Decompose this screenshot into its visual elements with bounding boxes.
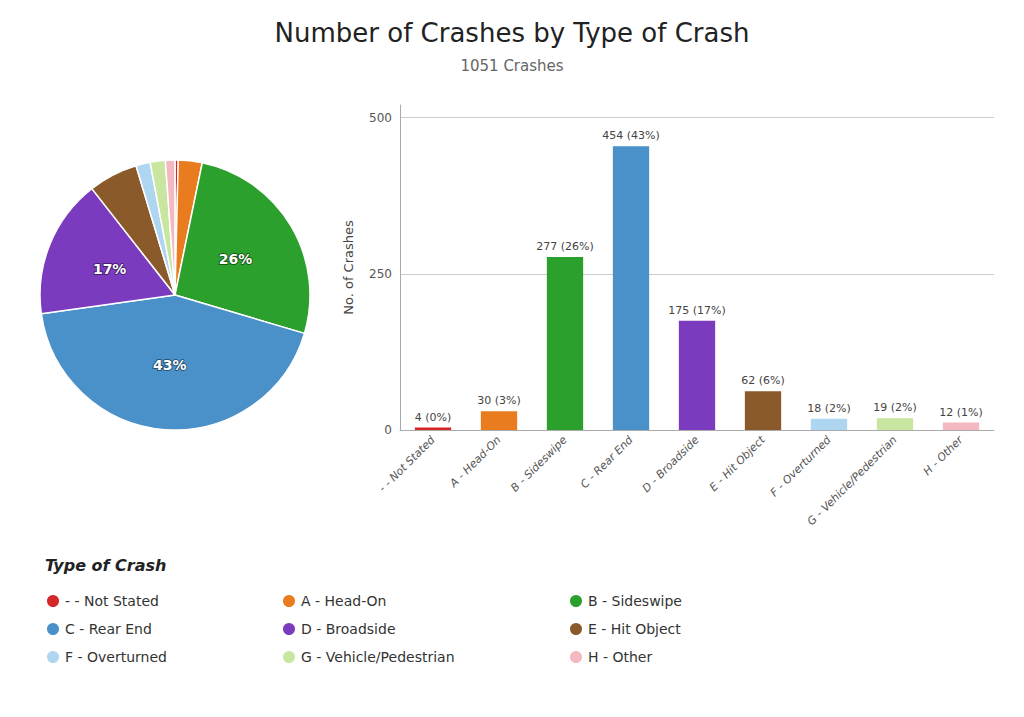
- svg-text:30 (3%): 30 (3%): [477, 394, 521, 407]
- svg-text:E - Hit Object: E - Hit Object: [588, 621, 681, 637]
- svg-text:H - Other: H - Other: [588, 649, 652, 665]
- svg-text:C - Rear End: C - Rear End: [578, 433, 636, 491]
- svg-text:26%: 26%: [219, 251, 253, 267]
- svg-text:B - Sideswipe: B - Sideswipe: [508, 433, 569, 494]
- svg-text:Type of Crash: Type of Crash: [45, 556, 166, 575]
- svg-text:277 (26%): 277 (26%): [536, 240, 594, 253]
- svg-text:19 (2%): 19 (2%): [873, 401, 917, 414]
- svg-text:H - Other: H - Other: [921, 432, 967, 478]
- svg-text:Number of Crashes by Type of C: Number of Crashes by Type of Crash: [275, 18, 750, 48]
- svg-text:175 (17%): 175 (17%): [668, 304, 726, 317]
- svg-text:E - Hit Object: E - Hit Object: [707, 433, 768, 494]
- svg-text:D - Broadside: D - Broadside: [301, 621, 396, 637]
- svg-text:D - Broadside: D - Broadside: [640, 433, 702, 495]
- svg-text:1051 Crashes: 1051 Crashes: [460, 57, 563, 75]
- svg-text:500: 500: [369, 111, 392, 125]
- svg-text:- - Not Stated: - - Not Stated: [376, 433, 438, 495]
- svg-text:G - Vehicle/Pedestrian: G - Vehicle/Pedestrian: [301, 649, 455, 665]
- svg-text:C - Rear End: C - Rear End: [65, 621, 152, 637]
- svg-text:43%: 43%: [153, 357, 187, 373]
- svg-text:G - Vehicle/Pedestrian: G - Vehicle/Pedestrian: [805, 433, 900, 528]
- svg-text:62 (6%): 62 (6%): [741, 374, 785, 387]
- svg-text:454 (43%): 454 (43%): [602, 129, 660, 142]
- svg-text:F - Overturned: F - Overturned: [65, 649, 167, 665]
- svg-text:250: 250: [369, 267, 392, 281]
- svg-text:No. of Crashes: No. of Crashes: [341, 220, 356, 315]
- svg-text:A - Head-On: A - Head-On: [301, 593, 386, 609]
- svg-text:B - Sideswipe: B - Sideswipe: [588, 593, 682, 609]
- svg-text:17%: 17%: [93, 261, 127, 277]
- svg-text:0: 0: [384, 423, 392, 437]
- svg-text:4 (0%): 4 (0%): [415, 411, 452, 424]
- svg-text:18 (2%): 18 (2%): [807, 402, 851, 415]
- svg-text:- - Not Stated: - - Not Stated: [65, 593, 159, 609]
- svg-text:A - Head-On: A - Head-On: [446, 433, 503, 490]
- svg-text:12 (1%): 12 (1%): [939, 406, 983, 419]
- svg-text:F - Overturned: F - Overturned: [768, 433, 835, 500]
